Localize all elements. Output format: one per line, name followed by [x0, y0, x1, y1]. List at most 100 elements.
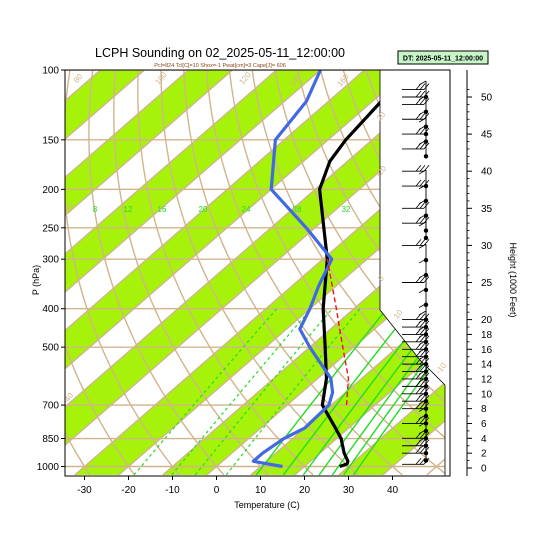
dt-box [397, 50, 489, 65]
temperature-trace [318, 70, 417, 469]
isotherm-line [0, 52, 33, 475]
left-wind-barb-flag [419, 357, 426, 365]
temperature-tick-label: 20 [299, 485, 311, 496]
right-wind-barb-flag [418, 310, 427, 316]
left-wind-barb-flag [415, 239, 422, 246]
left-wind-barb-flag [419, 372, 426, 380]
pressure-tick-label: 300 [42, 255, 59, 266]
mixing-ratio-line [353, 339, 450, 476]
right-wind-barb-dot [423, 109, 429, 115]
right-wind-barb-dot [423, 458, 429, 463]
right-wind-barb-flag [418, 117, 427, 123]
chart-subtitle: Pcl=824 Tcl[C]=10 Shox=-1 Pwat[cm]=3 Cap… [154, 63, 286, 69]
isotherm-line [65, 70, 190, 179]
left-wind-barb-flag [419, 365, 426, 372]
left-wind-barb-flag [419, 402, 426, 409]
left-wind-barb-flag [419, 458, 426, 465]
height-tick-label: 10 [481, 389, 493, 400]
mixing-ratio-label: 24 [242, 205, 251, 214]
left-wind-barb-flag [419, 320, 426, 328]
temperature-tick-label: 30 [343, 485, 355, 496]
temperature-tick-label: -20 [121, 485, 136, 496]
right-wind-barb-dot [423, 183, 429, 189]
pressure-tick-label: 400 [42, 304, 59, 315]
temperature-tick-label: 10 [255, 485, 267, 496]
left-wind-barb-flag [423, 276, 430, 283]
left-wind-barb-flag [415, 164, 422, 172]
height-tick-label: 14 [481, 360, 493, 371]
dt-label: DT: 2025-05-11_12:00:00 [403, 56, 483, 63]
right-wind-barb-dot [423, 436, 429, 441]
height-tick-label: 25 [481, 278, 493, 289]
right-wind-barb-dot [423, 235, 429, 241]
left-wind-barb-flag [419, 328, 426, 335]
temperature-tick-label: 0 [214, 485, 220, 496]
mixing-ratio-label: 32 [342, 205, 351, 214]
height-tick-label: 30 [481, 241, 493, 252]
right-wind-barb-dot [423, 302, 429, 307]
left-wind-barb-flag [419, 90, 426, 98]
left-wind-barb-flag [415, 458, 422, 465]
left-wind-barb-flag [419, 394, 426, 402]
left-wind-barb-flag [419, 432, 426, 439]
right-wind-barb-dot [423, 406, 429, 411]
y-axis-label: P (hPa) [31, 265, 41, 295]
left-wind-barb-flag [419, 276, 426, 283]
left-wind-barb-flag [419, 239, 426, 246]
left-wind-barb-flag [423, 98, 430, 105]
left-wind-barb-flag [423, 83, 430, 90]
dry-adiabat [88, 70, 225, 476]
right-wind-barb-dot [423, 198, 429, 204]
right-wind-barb-dot [423, 131, 429, 137]
right-wind-barb-dot [423, 443, 429, 448]
height-tick-label: 50 [481, 93, 493, 104]
height-tick-label: 40 [481, 167, 493, 178]
right-wind-barb-dot [423, 450, 429, 456]
right-wind-barb-dot [423, 361, 429, 367]
height-tick-label: 16 [481, 345, 493, 356]
mixing-ratio-label: 8 [93, 205, 98, 214]
mixing-ratio-label: 28 [293, 205, 302, 214]
mixing-ratio-dashed-line [171, 308, 312, 476]
left-wind-barb-flag [423, 113, 430, 120]
right-wind-barb-dot [423, 324, 429, 330]
right-wind-barb-dot [423, 413, 429, 419]
mixing-ratio-dashed-line [194, 308, 333, 476]
right-wind-barb-dot [423, 391, 429, 396]
mixing-ratio-line [318, 298, 450, 476]
left-wind-barb-flag [419, 335, 426, 343]
dry-adiabat [65, 431, 91, 476]
right-wind-barb-dot [423, 272, 429, 278]
pressure-tick-label: 500 [42, 343, 59, 354]
dry-adiabat [228, 70, 450, 443]
left-wind-barb-flag [419, 202, 426, 209]
mixing-ratio-label: 12 [124, 205, 133, 214]
left-wind-barb-flag [419, 127, 426, 135]
barb-column-edge [379, 70, 446, 476]
left-wind-barb-flag [423, 239, 430, 246]
isotherm-line [65, 70, 146, 141]
left-wind-barb-flag [423, 202, 430, 209]
right-wind-barb-dot [423, 421, 429, 426]
pressure-tick-label: 250 [42, 223, 59, 234]
dry-adiabat [113, 70, 269, 476]
dry-adiabat [160, 70, 359, 476]
right-wind-barb-dot [423, 384, 429, 389]
pressure-tick-label: 700 [42, 401, 59, 412]
height-tick-label: 12 [481, 374, 493, 385]
left-wind-barb-flag [419, 343, 426, 350]
left-wind-barb-flag [419, 313, 426, 320]
left-wind-barb-flag [415, 179, 422, 187]
mixing-ratio-line [331, 313, 450, 476]
right-wind-barb-dot [423, 369, 429, 374]
left-wind-barb-flag [419, 179, 426, 187]
left-wind-barb-flag [423, 216, 430, 224]
x-axis-label: Temperature (C) [234, 500, 300, 510]
right-wind-barb-dot [423, 139, 429, 144]
chart-title: LCPH Sounding on 02_2025-05-11_12:00:00 [95, 46, 345, 60]
height-tick-label: 0 [481, 464, 487, 475]
sounding-traces [251, 70, 417, 469]
right-wind-barb-flag [418, 169, 427, 175]
dry-adiabat [65, 343, 136, 476]
